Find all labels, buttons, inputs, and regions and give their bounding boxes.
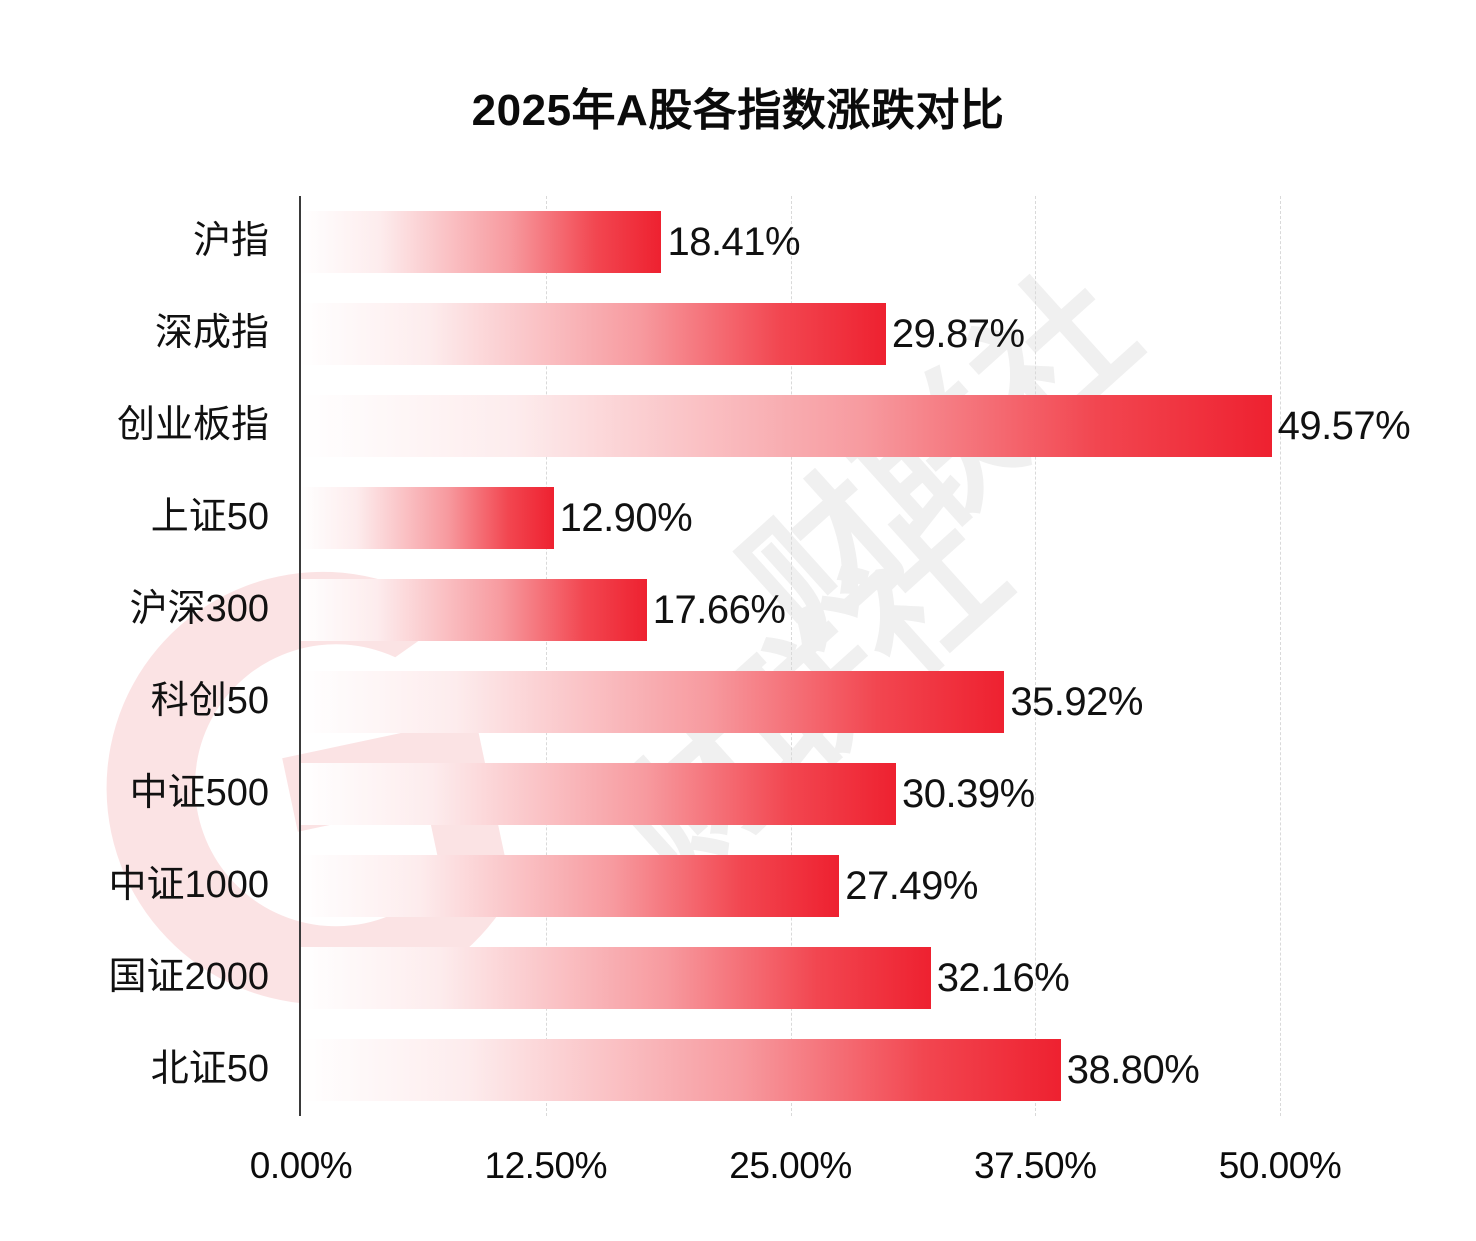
gridline-50.00% xyxy=(1280,196,1282,1116)
bar[interactable] xyxy=(301,303,886,365)
x-tick-4: 50.00% xyxy=(1218,1145,1342,1186)
bar-row[interactable]: 29.87% xyxy=(301,288,1280,380)
category-label-6: 中证500 xyxy=(129,772,269,814)
bar[interactable] xyxy=(301,1039,1061,1101)
bar-row[interactable]: 27.49% xyxy=(301,840,1280,932)
bar[interactable] xyxy=(301,211,662,273)
bar[interactable] xyxy=(301,671,1005,733)
bar-row[interactable]: 30.39% xyxy=(301,748,1280,840)
bar-value-label: 27.49% xyxy=(845,863,978,908)
gridline-25.00% xyxy=(790,196,793,1116)
bar-row[interactable]: 12.90% xyxy=(301,472,1280,564)
bar-value-label: 49.57% xyxy=(1277,403,1411,448)
bar-value-label: 17.66% xyxy=(652,587,786,632)
category-label-4: 沪深300 xyxy=(129,588,269,630)
category-label-5: 科创50 xyxy=(150,680,269,722)
category-label-2: 创业板指 xyxy=(116,404,269,446)
bar-value-label: 29.87% xyxy=(891,311,1025,356)
category-label-8: 国证2000 xyxy=(108,956,269,998)
bar-row[interactable]: 49.57% xyxy=(301,380,1411,472)
category-label-9: 北证50 xyxy=(150,1048,269,1090)
x-tick-3: 37.50% xyxy=(974,1145,1097,1186)
category-label-0: 沪指 xyxy=(192,220,269,262)
bar[interactable] xyxy=(301,579,647,641)
plot-area: 18.41% 29.87% 49.57% 12.90% 17.66% 35.92% 30.3… xyxy=(299,196,1411,1116)
x-tick-0: 0.00% xyxy=(249,1145,353,1186)
bar-value-label: 38.80% xyxy=(1066,1047,1200,1092)
bar-row[interactable]: 35.92% xyxy=(301,656,1280,748)
bar-row[interactable]: 32.16% xyxy=(301,932,1280,1024)
bar-value-label: 30.39% xyxy=(902,771,1035,816)
bar-value-label: 35.92% xyxy=(1010,679,1143,724)
chart-title: 2025年A股各指数涨跌对比 xyxy=(471,86,1005,135)
bar-value-label: 12.90% xyxy=(559,495,693,540)
category-label-1: 深成指 xyxy=(154,312,269,354)
bar[interactable] xyxy=(301,487,554,549)
bar-value-label: 32.16% xyxy=(936,955,1070,1000)
gridline-37.50% xyxy=(1035,196,1037,1116)
bar[interactable] xyxy=(301,947,931,1009)
category-label-3: 上证50 xyxy=(150,496,269,538)
bar[interactable] xyxy=(301,855,840,917)
x-tick-1: 12.50% xyxy=(484,1145,608,1186)
bar[interactable] xyxy=(301,395,1272,457)
bar[interactable] xyxy=(301,763,897,825)
x-tick-2: 25.00% xyxy=(729,1145,852,1186)
bar-row[interactable]: 18.41% xyxy=(301,196,1280,288)
bar-value-label: 18.41% xyxy=(667,219,801,264)
category-label-7: 中证1000 xyxy=(108,864,269,906)
gridline-12.50% xyxy=(545,196,548,1116)
bar-row[interactable]: 38.80% xyxy=(301,1024,1280,1116)
bar-row[interactable]: 17.66% xyxy=(301,564,1280,656)
y-axis-line xyxy=(299,196,301,1116)
